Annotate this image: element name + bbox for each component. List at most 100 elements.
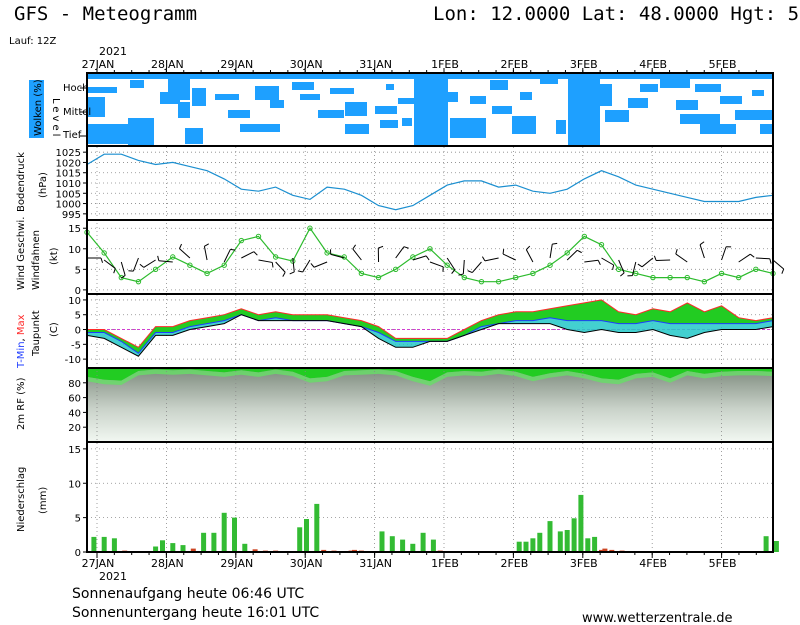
temperature-layer	[86, 299, 774, 357]
cloud-block	[270, 100, 284, 108]
wind-barb-feather	[451, 269, 456, 274]
wind-barb-feather	[675, 249, 678, 255]
wind-speed-point	[375, 274, 382, 281]
cloud-level-mid: Mittel	[63, 107, 91, 118]
cloud-block	[760, 124, 773, 134]
wind-barb-feather	[458, 273, 464, 276]
wind-barb	[258, 259, 273, 263]
precip-bar	[314, 503, 320, 552]
pressure-layer	[86, 153, 774, 211]
wind-speed-point	[598, 241, 605, 248]
precip-bar	[410, 543, 416, 553]
cloud-block	[185, 128, 203, 144]
temp-minmax-label: T-Min, Max	[16, 314, 27, 369]
cloud-block	[386, 84, 394, 90]
date-label-top: 31JAN	[359, 58, 392, 71]
wind-speed-point	[358, 270, 365, 277]
wind-speed-point	[530, 270, 536, 277]
x-date-ticks: 27JAN 27JAN 28JAN 28JAN 29JAN 29JAN 30JAN 30JAN…	[82, 58, 757, 570]
wind-barb	[566, 249, 578, 261]
cloud-block	[512, 116, 536, 134]
wind-barb	[275, 261, 286, 273]
wind-barb-feather	[481, 256, 486, 262]
wind-speed-point	[684, 274, 690, 281]
precip-bar	[571, 518, 577, 552]
wind-barb	[352, 248, 362, 261]
y-tick-label: 1025	[56, 148, 81, 159]
cloud-block	[87, 97, 105, 117]
date-label-bottom: 1FEB	[431, 557, 459, 570]
cloud-block	[300, 94, 320, 100]
wind-barb	[721, 246, 727, 261]
precip-bar	[602, 548, 608, 552]
precip-bar	[190, 548, 196, 552]
wind-barb	[502, 253, 516, 261]
wind-speed-point	[495, 278, 502, 285]
wind-speed-point	[221, 262, 227, 268]
wind-barb-feather	[403, 246, 409, 249]
wind-barb-feather	[352, 244, 356, 250]
wind-speed-point	[650, 274, 656, 281]
wind-barb-feather	[253, 251, 258, 256]
cloud-block	[520, 92, 532, 100]
wind-barbs-label: Windfahnen	[31, 230, 42, 290]
precip-bar	[564, 530, 570, 552]
wind-barb	[241, 251, 255, 259]
dewpoint-label: Taupunkt	[31, 310, 42, 357]
precip-bar	[170, 543, 176, 552]
y-tick-label: 1010	[56, 179, 81, 190]
precip-unit-label: (mm)	[38, 487, 49, 514]
wind-barb	[755, 257, 770, 260]
wind-barb-feather	[378, 245, 384, 249]
y-tick-label: 5	[75, 514, 81, 525]
wind-barb-feather	[653, 255, 657, 261]
wind-barb	[699, 244, 705, 259]
pressure-line	[86, 153, 774, 211]
wind-barb-feather	[699, 241, 705, 246]
cloud-block	[87, 87, 117, 93]
y-tick-labels: 995100010051010101510201025051015-10-505…	[56, 148, 87, 559]
date-label-bottom: 27JAN	[82, 557, 115, 570]
wind-barb	[525, 249, 534, 263]
wind-speed-point	[753, 266, 759, 273]
sunset-text: Sonnenuntergang heute 16:01 UTC	[72, 605, 319, 621]
wind-speed-point	[444, 262, 450, 268]
precip-bar	[537, 532, 543, 553]
cloud-block	[240, 124, 280, 132]
temp-range-band	[87, 299, 773, 354]
wind-unit-label: (kt)	[49, 247, 60, 265]
wind-speed-point	[736, 274, 742, 281]
wind-barb	[772, 259, 785, 270]
date-label-top: 4FEB	[639, 58, 667, 71]
year-label-top: 2021	[99, 45, 127, 58]
cloud-block	[660, 74, 690, 88]
cloud-block	[228, 110, 250, 118]
cloud-level-low: Tief	[62, 130, 82, 141]
precip-bar	[592, 536, 598, 552]
wind-speed-point	[272, 254, 279, 260]
precip-bar	[530, 538, 536, 553]
clouds-axis-label: Wolken (%)	[33, 79, 44, 136]
cloud-block	[178, 102, 190, 118]
panel-pressure-frame	[86, 145, 774, 221]
wind-barb-feather	[749, 253, 755, 258]
wind-barb	[462, 259, 465, 275]
wind-barb	[429, 261, 444, 268]
location-coords: Lon: 12.0000 Lat: 48.0000 Hgt: 5	[433, 3, 799, 25]
date-label-bottom: 2FEB	[500, 557, 528, 570]
wind-barb-feather	[139, 263, 145, 268]
cloud-level-high: Hoch	[63, 83, 88, 94]
precip-bar	[297, 527, 303, 553]
wind-speed-point	[238, 237, 245, 244]
wind-barb	[158, 260, 173, 263]
cloud-block	[720, 96, 742, 104]
precip-bar	[211, 532, 217, 553]
cloud-block	[398, 98, 416, 104]
wind-speed-point	[667, 274, 673, 281]
cloud-block	[605, 110, 629, 122]
y-tick-label: 40	[68, 408, 81, 419]
wind-speed-point	[701, 278, 708, 285]
y-tick-label: 995	[62, 210, 81, 221]
wind-barb	[330, 253, 345, 259]
